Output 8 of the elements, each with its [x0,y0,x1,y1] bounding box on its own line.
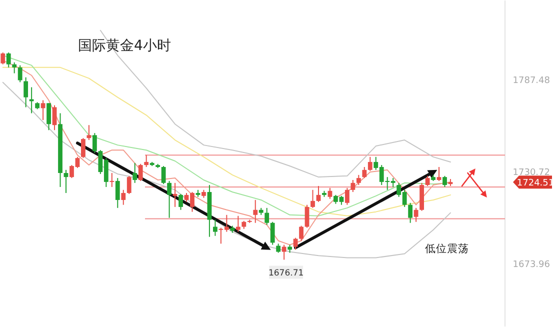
y-tick-label: 1730.72 [512,168,550,178]
y-tick-label: 1673.96 [512,260,550,270]
annotation: 低位震荡 [425,243,469,255]
annotation: 1676.71 [268,268,304,279]
y-tick-label: 1787.48 [512,76,550,86]
title: 国际黄金4小时 [78,38,171,54]
annotation: 1724.51 [513,176,554,189]
annotation: 1676.71 [268,266,304,279]
